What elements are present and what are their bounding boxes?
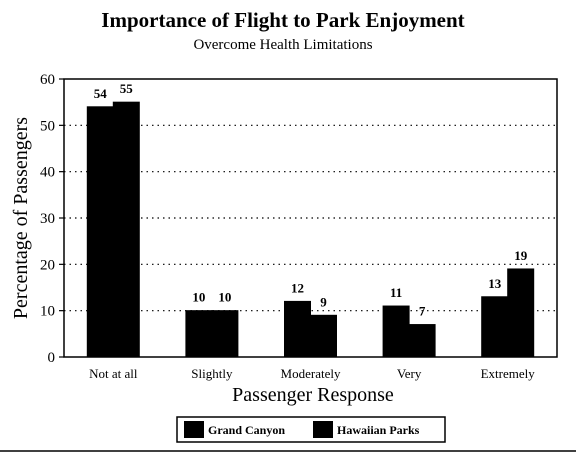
bar (112, 101, 140, 358)
y-axis-label: Percentage of Passengers (10, 117, 32, 319)
bar (86, 106, 114, 358)
y-tick-label: 10 (40, 304, 55, 320)
data-label: 12 (291, 280, 304, 295)
bar (481, 296, 509, 358)
bar (284, 300, 311, 358)
y-tick-label: 60 (40, 72, 55, 88)
data-label: 19 (514, 248, 528, 263)
bars: 54 55 10 10 12 9 11 7 13 19 (86, 81, 535, 358)
x-tick-label: Not at all (89, 366, 138, 381)
data-label: 13 (488, 276, 502, 291)
legend-box (176, 416, 446, 443)
y-tick-label: 40 (40, 165, 55, 181)
bar (211, 310, 239, 358)
bar (382, 305, 410, 358)
chart-title: Importance of Flight to Park Enjoyment (101, 8, 464, 32)
data-label: 54 (94, 86, 108, 101)
legend-label: Grand Canyon (208, 423, 285, 437)
data-label: 10 (192, 290, 205, 305)
chart-subtitle: Overcome Health Limitations (193, 37, 372, 53)
x-tick-label: Moderately (281, 366, 341, 381)
bar (408, 324, 436, 358)
legend: Grand Canyon Hawaiian Parks (176, 416, 446, 443)
y-tick-label: 20 (40, 257, 55, 273)
y-axis: 0 10 20 30 40 50 60 (40, 72, 64, 366)
data-label: 10 (218, 290, 231, 305)
data-label: 55 (120, 81, 134, 96)
x-tick-label: Extremely (481, 366, 536, 381)
bar (185, 310, 213, 358)
x-axis-label: Passenger Response (232, 384, 394, 406)
bar (507, 268, 535, 358)
x-tick-label: Slightly (191, 366, 233, 381)
bar (310, 314, 337, 358)
y-tick-label: 50 (40, 118, 55, 134)
data-label: 11 (390, 285, 402, 300)
x-tick-label: Very (397, 366, 422, 381)
x-axis: Not at all Slightly Moderately Very Extremel… (89, 366, 535, 381)
y-tick-label: 30 (40, 211, 55, 227)
y-tick-label: 0 (48, 350, 56, 366)
data-label: 7 (419, 304, 426, 319)
legend-swatch (313, 421, 333, 438)
data-label: 9 (320, 294, 327, 309)
legend-swatch (184, 421, 204, 438)
legend-label: Hawaiian Parks (337, 423, 420, 437)
